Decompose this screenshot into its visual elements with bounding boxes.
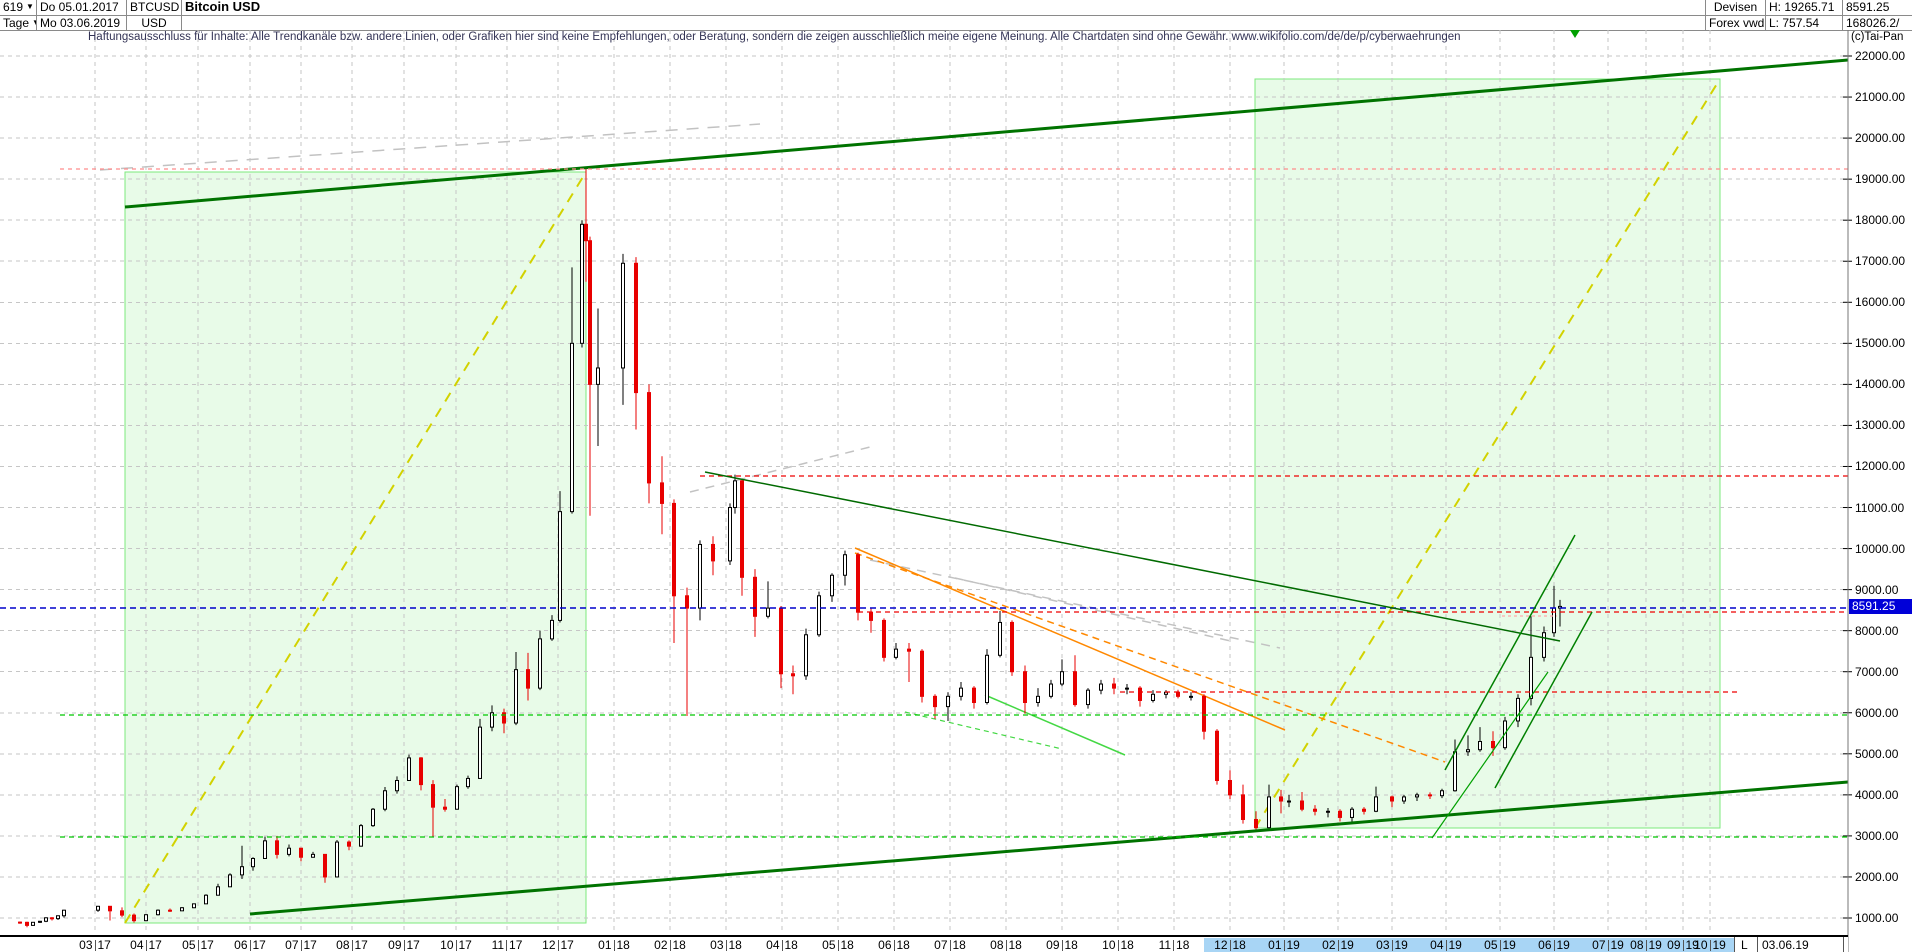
month-label: 03 19 bbox=[1376, 938, 1408, 952]
bar-count-dropdown[interactable]: 619 ▼ bbox=[0, 0, 37, 16]
price-axis-label: 21000.00 bbox=[1855, 90, 1906, 105]
candlestick-series bbox=[18, 168, 1562, 928]
month-label: 03 18 bbox=[710, 938, 742, 952]
month-label: 10 19 bbox=[1694, 938, 1726, 952]
price-axis-label: 1000.00 bbox=[1855, 911, 1899, 925]
price-axis-label: 10000.00 bbox=[1855, 541, 1906, 556]
chevron-down-icon: ▼ bbox=[32, 18, 36, 27]
axis-separator bbox=[1734, 937, 1735, 952]
trend-line bbox=[124, 171, 587, 924]
symbol-label: BTCUSD bbox=[127, 0, 182, 16]
month-label: 08 17 bbox=[336, 938, 368, 952]
range-end-date: 03.06.19 bbox=[1762, 938, 1809, 952]
month-label: 09 19 bbox=[1667, 938, 1699, 952]
price-axis-label: 16000.00 bbox=[1855, 295, 1906, 310]
price-axis-label: 22000.00 bbox=[1855, 49, 1906, 63]
title-spacer bbox=[182, 16, 1706, 31]
price-axis-label: 19000.00 bbox=[1855, 172, 1906, 187]
price-axis-label: 4000.00 bbox=[1855, 787, 1899, 802]
price-axis-label: 13000.00 bbox=[1855, 418, 1906, 433]
month-label: 11 17 bbox=[491, 938, 523, 952]
trend-line bbox=[1494, 611, 1593, 789]
price-axis-label: 15000.00 bbox=[1855, 336, 1906, 351]
price-axis-label: 6000.00 bbox=[1855, 705, 1899, 720]
price-axis-label: 20000.00 bbox=[1855, 131, 1906, 146]
trend-line bbox=[99, 123, 761, 171]
month-label: 06 19 bbox=[1538, 938, 1570, 952]
month-label: 01 19 bbox=[1268, 938, 1300, 952]
disclaimer-text: Haftungsausschluss für Inhalte: Alle Tre… bbox=[88, 31, 1461, 43]
chart-marker-triangle-icon bbox=[1570, 30, 1580, 38]
month-label: 10 17 bbox=[440, 938, 472, 952]
volume-value: 168026.2/ bbox=[1843, 16, 1912, 31]
month-label: 05 17 bbox=[182, 938, 214, 952]
price-axis-label: 9000.00 bbox=[1855, 582, 1899, 597]
trend-line bbox=[1431, 671, 1549, 839]
price-axis-label: 17000.00 bbox=[1855, 254, 1906, 269]
trend-line bbox=[689, 446, 871, 493]
month-label: 02 19 bbox=[1322, 938, 1354, 952]
price-axis-label: 7000.00 bbox=[1855, 664, 1899, 679]
currency-label: USD bbox=[127, 16, 182, 31]
high-value: H: 19265.71 bbox=[1766, 0, 1843, 16]
month-label: 08 18 bbox=[990, 938, 1022, 952]
period-dropdown[interactable]: Tage▼ bbox=[0, 16, 37, 31]
month-label: 12 18 bbox=[1214, 938, 1246, 952]
source-label: Forex vwd bbox=[1706, 16, 1766, 31]
trend-line bbox=[1444, 534, 1576, 771]
month-label: 02 18 bbox=[654, 938, 686, 952]
month-label: 01 18 bbox=[598, 938, 630, 952]
month-label: 09 18 bbox=[1046, 938, 1078, 952]
trend-line bbox=[869, 559, 1281, 649]
month-label: 04 18 bbox=[766, 938, 798, 952]
price-axis-label: 8000.00 bbox=[1855, 623, 1899, 638]
month-label: 09 17 bbox=[388, 938, 420, 952]
price-axis-label: 18000.00 bbox=[1855, 213, 1906, 228]
trend-line bbox=[1254, 78, 1721, 829]
date-range-highlight bbox=[1204, 938, 1734, 952]
instrument-title: Bitcoin USD bbox=[182, 0, 1706, 16]
month-label: 05 18 bbox=[822, 938, 854, 952]
axis-separator bbox=[1757, 937, 1758, 952]
price-axis-label: 5000.00 bbox=[1855, 746, 1899, 761]
month-label: 03 17 bbox=[79, 938, 111, 952]
low-value: L: 757.54 bbox=[1766, 16, 1843, 31]
price-axis-label: 14000.00 bbox=[1855, 377, 1906, 392]
trend-line bbox=[704, 471, 1561, 642]
month-label: 10 18 bbox=[1102, 938, 1134, 952]
month-label: 06 18 bbox=[878, 938, 910, 952]
month-label: 07 19 bbox=[1592, 938, 1624, 952]
copyright-label: (c)Tai-Pan bbox=[1851, 31, 1904, 43]
month-label: 06 17 bbox=[234, 938, 266, 952]
last-price-value: 8591.25 bbox=[1843, 0, 1912, 16]
last-price-tag: 8591.25 bbox=[1849, 598, 1912, 614]
price-axis-label: 11000.00 bbox=[1855, 500, 1905, 515]
trend-line bbox=[984, 694, 1126, 756]
date-to-field[interactable]: Mo 03.06.2019 bbox=[37, 16, 127, 31]
month-label: 05 19 bbox=[1484, 938, 1516, 952]
month-label: 04 19 bbox=[1430, 938, 1462, 952]
date-axis[interactable]: 03 17 04 17 05 17 06 17 07 17 08 17 09 17 10 17 11 17 12 17… bbox=[0, 935, 1848, 952]
date-from-field[interactable]: Do 05.01.2017 bbox=[37, 0, 127, 16]
price-axis-label: 2000.00 bbox=[1855, 869, 1899, 884]
price-axis-label: 12000.00 bbox=[1855, 459, 1906, 474]
month-label: 07 18 bbox=[934, 938, 966, 952]
chevron-down-icon: ▼ bbox=[26, 2, 34, 11]
trend-line bbox=[249, 780, 1849, 916]
month-label: 07 17 bbox=[285, 938, 317, 952]
axis-separator bbox=[1843, 937, 1844, 952]
month-label: 04 17 bbox=[130, 938, 162, 952]
trend-line bbox=[124, 58, 1849, 209]
price-axis-label: 3000.00 bbox=[1855, 828, 1899, 843]
month-label: 12 17 bbox=[542, 938, 574, 952]
range-prefix-label: L bbox=[1741, 938, 1748, 952]
trend-line bbox=[854, 552, 1446, 763]
category-label: Devisen bbox=[1706, 0, 1766, 16]
month-label: 08 19 bbox=[1630, 938, 1662, 952]
month-label: 11 18 bbox=[1158, 938, 1190, 952]
